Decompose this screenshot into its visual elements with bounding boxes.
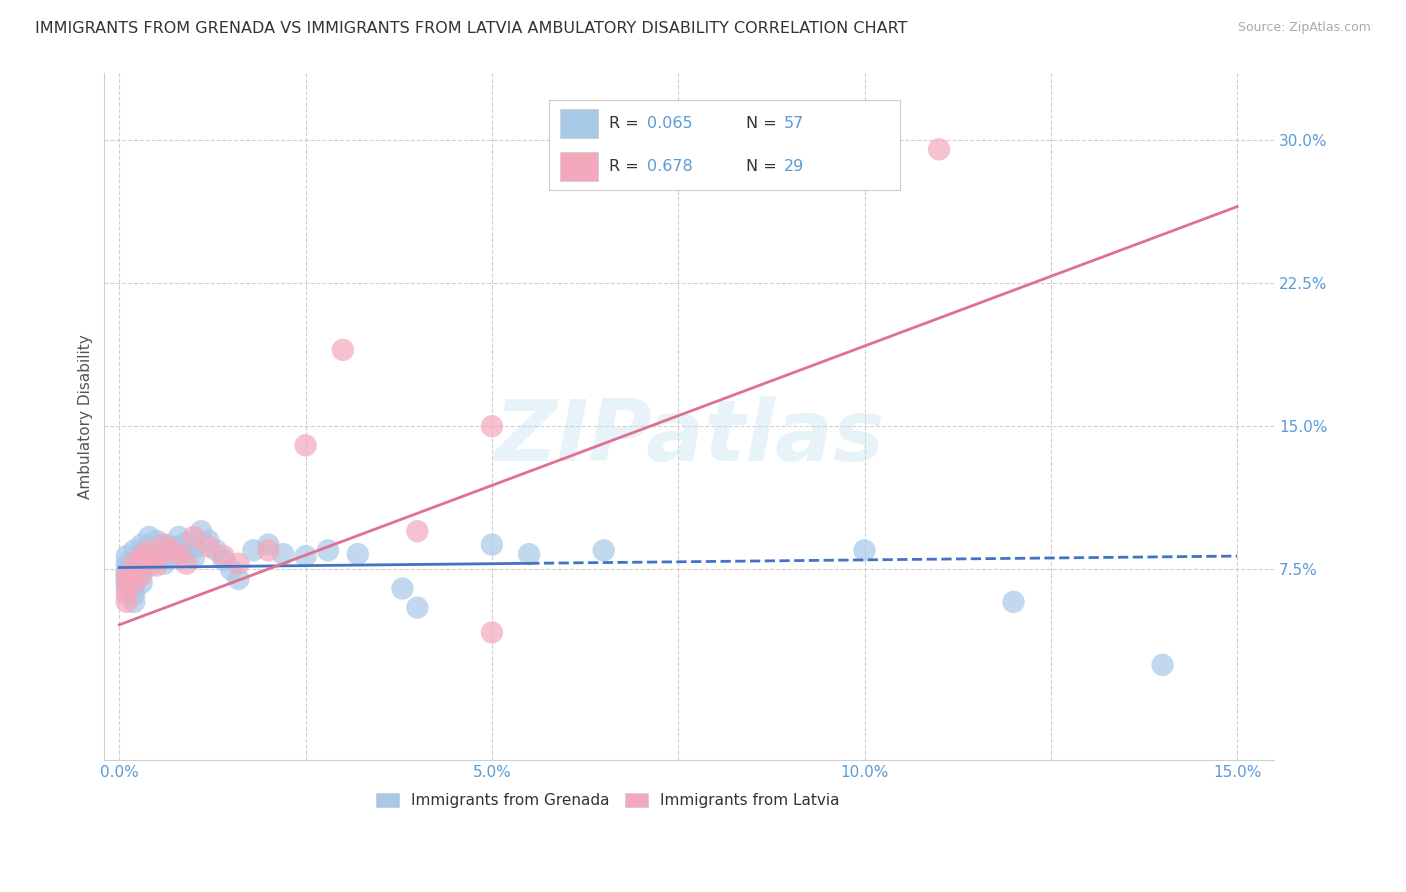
Point — [115, 549, 138, 563]
Point — [122, 575, 145, 590]
Point — [131, 538, 153, 552]
Point — [183, 541, 205, 556]
Point — [145, 549, 167, 563]
Point — [138, 543, 160, 558]
Point — [160, 543, 183, 558]
Text: IMMIGRANTS FROM GRENADA VS IMMIGRANTS FROM LATVIA AMBULATORY DISABILITY CORRELAT: IMMIGRANTS FROM GRENADA VS IMMIGRANTS FR… — [35, 21, 908, 36]
Point — [145, 543, 167, 558]
Point — [115, 595, 138, 609]
Point — [131, 568, 153, 582]
Point — [271, 547, 294, 561]
Point — [131, 557, 153, 571]
Point — [160, 549, 183, 563]
Y-axis label: Ambulatory Disability: Ambulatory Disability — [79, 334, 93, 499]
Point — [294, 438, 316, 452]
Point — [122, 575, 145, 590]
Point — [183, 551, 205, 566]
Point — [115, 575, 138, 590]
Point — [122, 582, 145, 596]
Point — [138, 540, 160, 554]
Point — [153, 538, 176, 552]
Point — [212, 553, 235, 567]
Point — [167, 540, 190, 554]
Point — [115, 575, 138, 590]
Point — [122, 557, 145, 571]
Point — [294, 549, 316, 563]
Point — [115, 570, 138, 584]
Point — [592, 543, 614, 558]
Point — [160, 540, 183, 554]
Point — [481, 625, 503, 640]
Point — [122, 595, 145, 609]
Point — [153, 547, 176, 561]
Point — [176, 535, 198, 549]
Legend: Immigrants from Grenada, Immigrants from Latvia: Immigrants from Grenada, Immigrants from… — [370, 788, 845, 814]
Point — [122, 543, 145, 558]
Point — [131, 558, 153, 573]
Point — [138, 549, 160, 563]
Point — [1152, 657, 1174, 672]
Point — [138, 553, 160, 567]
Point — [115, 557, 138, 571]
Point — [122, 587, 145, 601]
Point — [406, 524, 429, 539]
Point — [167, 547, 190, 561]
Point — [115, 566, 138, 581]
Point — [131, 547, 153, 561]
Point — [167, 530, 190, 544]
Point — [517, 547, 540, 561]
Point — [406, 600, 429, 615]
Point — [153, 557, 176, 571]
Point — [138, 558, 160, 573]
Point — [928, 142, 950, 156]
Point — [153, 538, 176, 552]
Point — [176, 557, 198, 571]
Point — [257, 543, 280, 558]
Point — [332, 343, 354, 357]
Point — [183, 530, 205, 544]
Point — [853, 543, 876, 558]
Point — [1002, 595, 1025, 609]
Point — [391, 582, 413, 596]
Point — [131, 575, 153, 590]
Point — [122, 566, 145, 581]
Point — [481, 538, 503, 552]
Point — [115, 568, 138, 582]
Point — [219, 562, 242, 576]
Point — [316, 543, 339, 558]
Point — [190, 524, 212, 539]
Point — [115, 587, 138, 601]
Point — [145, 553, 167, 567]
Point — [257, 538, 280, 552]
Point — [197, 533, 219, 548]
Point — [115, 582, 138, 596]
Point — [115, 562, 138, 576]
Point — [228, 557, 250, 571]
Point — [212, 549, 235, 563]
Text: Source: ZipAtlas.com: Source: ZipAtlas.com — [1237, 21, 1371, 34]
Point — [131, 549, 153, 563]
Point — [228, 572, 250, 586]
Point — [138, 530, 160, 544]
Point — [346, 547, 368, 561]
Text: ZIPatlas: ZIPatlas — [495, 396, 884, 479]
Point — [205, 543, 228, 558]
Point — [242, 543, 264, 558]
Point — [481, 419, 503, 434]
Point — [176, 545, 198, 559]
Point — [145, 558, 167, 573]
Point — [131, 566, 153, 581]
Point — [145, 533, 167, 548]
Point — [197, 540, 219, 554]
Point — [122, 566, 145, 581]
Point — [122, 555, 145, 569]
